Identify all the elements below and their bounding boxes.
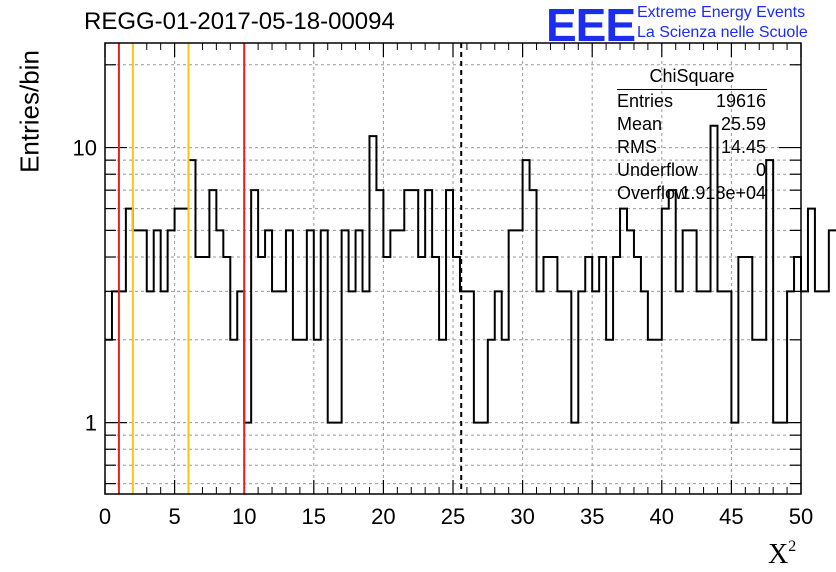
x-tick-label: 5 <box>168 504 180 529</box>
y-axis-label: Entries/bin <box>14 50 45 173</box>
x-axis-label: X2 <box>768 538 797 570</box>
stats-row-overflow: Overflow 1.918e+04 <box>617 183 766 203</box>
stats-row-rms: RMS 14.45 <box>617 137 766 157</box>
y-tick-label: 1 <box>85 411 97 436</box>
stats-title: ChiSquare <box>617 66 767 90</box>
stats-row-mean: Mean 25.59 <box>617 114 766 134</box>
histogram-line <box>105 124 836 424</box>
marker-lines <box>117 43 463 494</box>
x-tick-label: 50 <box>789 504 813 529</box>
tick-labels: 0 5 10 15 20 25 30 35 40 45 50 1 10 <box>73 136 814 529</box>
y-tick-label: 10 <box>73 136 97 161</box>
logo-caption-line1: Extreme Energy Events <box>637 4 806 21</box>
x-tick-label: 40 <box>650 504 674 529</box>
x-tick-label: 45 <box>719 504 743 529</box>
x-tick-label: 15 <box>302 504 326 529</box>
stats-row-entries: Entries 19616 <box>617 91 766 111</box>
x-tick-label: 25 <box>441 504 465 529</box>
x-tick-label: 0 <box>99 504 111 529</box>
stats-box: ChiSquare Entries 19616 Mean 25.59 RMS 14.4… <box>609 66 774 205</box>
x-tick-label: 20 <box>371 504 395 529</box>
eee-logo: EEE <box>546 0 636 51</box>
x-tick-label: 10 <box>232 504 256 529</box>
x-tick-label: 30 <box>510 504 534 529</box>
logo-caption-line2: La Scienza nelle Scuole <box>637 24 808 41</box>
stats-row-underflow: Underflow 0 <box>617 160 766 180</box>
x-tick-label: 35 <box>580 504 604 529</box>
plot-frame <box>104 42 802 495</box>
chart-title: REGG-01-2017-05-18-00094 <box>84 8 395 35</box>
